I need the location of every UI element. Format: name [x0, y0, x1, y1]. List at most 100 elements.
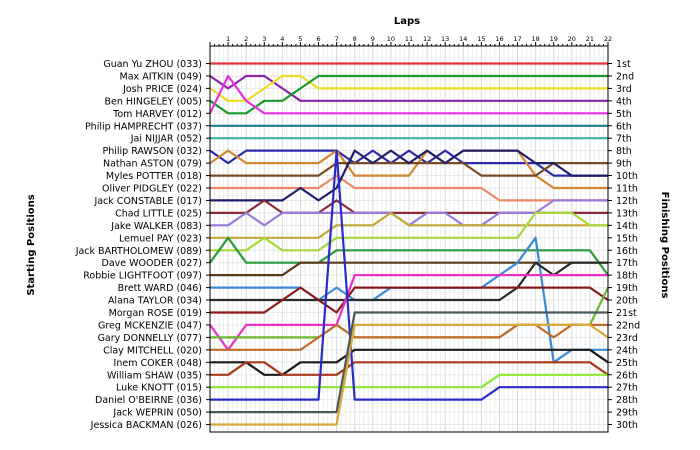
driver-label: Robbie LIGHTFOOT (097) [83, 271, 202, 282]
finish-label: 9th [616, 159, 632, 170]
series-line-27 [210, 373, 608, 389]
driver-label: Oliver PIDGLEY (022) [102, 184, 202, 195]
finish-label: 15th [616, 233, 638, 244]
right-axis-title: Finishing Positions [659, 192, 670, 299]
finish-label: 17th [616, 258, 638, 269]
series-line-25 [210, 348, 609, 376]
series-line-8 [209, 149, 608, 177]
driver-label: Jack WEPRIN (050) [112, 408, 202, 419]
series-line-22 [209, 274, 608, 351]
driver-label: Jack CONSTABLE (017) [93, 196, 202, 207]
series-line-16 [210, 211, 608, 252]
driver-label: Nathan ASTON (079) [103, 159, 202, 170]
driver-label: Josh PRICE (024) [122, 84, 202, 95]
series-line-12 [210, 149, 608, 202]
driver-label: Gary DONNELLY (077) [98, 333, 202, 344]
finish-label: 25th [616, 358, 638, 369]
driver-label: Ben HINGELEY (005) [105, 96, 202, 107]
series-line-17 [209, 236, 609, 276]
chart-title: Laps [394, 16, 420, 27]
finish-label: 18th [616, 271, 638, 282]
finish-label: 21st [616, 308, 637, 319]
finish-label: 10th [616, 171, 638, 182]
finish-label: 13th [616, 208, 638, 219]
driver-label: Myles POTTER (018) [106, 171, 202, 182]
finish-label: 11th [616, 184, 638, 195]
series-line-2 [209, 74, 608, 102]
finish-label: 3rd [616, 84, 632, 95]
driver-label: Jack BARTHOLOMEW (089) [75, 246, 202, 257]
finish-label: 8th [616, 146, 632, 157]
driver-label: Tom HARVEY (012) [112, 109, 202, 120]
x-tick-label: 2 [244, 35, 248, 43]
finish-label: 1st [616, 59, 631, 70]
driver-label: Guan Yu ZHOU (033) [103, 59, 202, 70]
x-tick-label: 6 [316, 35, 320, 43]
x-tick-label: 7 [335, 35, 339, 43]
finish-label: 26th [616, 370, 638, 381]
left-axis-title: Starting Positions [26, 194, 37, 295]
series-line-3 [209, 74, 608, 102]
finish-label: 5th [616, 109, 632, 120]
x-tick-label: 12 [423, 35, 431, 43]
x-tick-label: 9 [371, 35, 375, 43]
x-tick-label: 8 [353, 35, 357, 43]
finish-label: 22nd [616, 320, 640, 331]
x-tick-label: 13 [441, 35, 449, 43]
series-line-4 [209, 74, 608, 115]
driver-label: Greg MCKENZIE (047) [98, 320, 202, 331]
series-line-28 [210, 149, 608, 401]
finishing-position-labels: 1st2nd3rd4th5th6th7th8th9th10th11th12th1… [608, 59, 640, 431]
finish-label: 20th [616, 296, 638, 307]
x-axis-ticks: 1 2 3 4 5 6 7 8 9 10 11 12 13 14 15 16 17 18 19 20 21 22 [209, 35, 612, 46]
x-tick-label: 21 [586, 35, 594, 43]
driver-label: Chad LITTLE (025) [115, 208, 202, 219]
series-lines [209, 62, 609, 426]
x-tick-label: 4 [280, 35, 284, 43]
driver-label: Inem COKER (048) [114, 358, 202, 369]
finish-label: 23rd [616, 333, 638, 344]
x-tick-label: 19 [550, 35, 558, 43]
x-tick-label: 1 [226, 35, 230, 43]
x-tick-label: 11 [405, 35, 413, 43]
driver-label: Morgan ROSE (019) [109, 308, 202, 319]
driver-label: Jake WALKER (083) [110, 221, 202, 232]
series-line-26 [210, 361, 609, 376]
series-line-15 [210, 211, 608, 239]
driver-label: Luke KNOTT (015) [116, 383, 202, 394]
driver-label: Brett WARD (046) [118, 283, 202, 294]
driver-label: Max AITKIN (049) [120, 71, 202, 82]
finish-label: 19th [616, 283, 638, 294]
finish-label: 27th [616, 383, 638, 394]
driver-label: Dave WOODER (027) [102, 258, 202, 269]
finish-label: 7th [616, 134, 632, 145]
x-tick-label: 15 [477, 35, 485, 43]
series-line-30 [210, 323, 609, 426]
x-tick-label: 17 [513, 35, 521, 43]
driver-label: Philip RAWSON (032) [103, 146, 203, 157]
starting-position-labels: Guan Yu ZHOU (033)Max AITKIN (049) Josh P… [75, 59, 210, 431]
x-tick-label: 20 [568, 35, 576, 43]
series-line-29 [210, 311, 608, 414]
series-line-24 [210, 323, 608, 351]
driver-label: Philip HAMPRECHT (037) [85, 121, 202, 132]
finish-label: 28th [616, 395, 638, 406]
x-tick-label: 10 [387, 35, 395, 43]
series-line-9 [209, 149, 608, 190]
series-line-11 [210, 174, 608, 202]
series-line-5 [209, 74, 608, 115]
finish-label: 4th [616, 96, 632, 107]
driver-label: William SHAW (035) [107, 370, 202, 381]
x-tick-label: 14 [459, 35, 467, 43]
series-line-21 [210, 286, 609, 314]
finish-label: 6th [616, 121, 632, 132]
driver-label: Alana TAYLOR (034) [108, 296, 202, 307]
x-tick-label: 3 [262, 35, 266, 43]
finish-label: 29th [616, 408, 638, 419]
driver-label: Clay MITCHELL (020) [103, 345, 202, 356]
x-tick-label: 18 [531, 35, 539, 43]
driver-label: Lemuel PAY (023) [119, 233, 202, 244]
finish-label: 24th [616, 345, 638, 356]
finish-label: 2nd [616, 71, 634, 82]
